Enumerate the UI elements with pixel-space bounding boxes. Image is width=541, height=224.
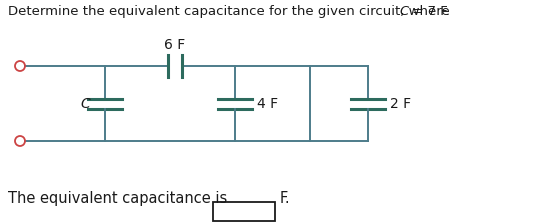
Text: = 7 F.: = 7 F. xyxy=(408,5,450,18)
Text: Determine the equivalent capacitance for the given circuit, where: Determine the equivalent capacitance for… xyxy=(8,5,454,18)
Text: F.: F. xyxy=(280,191,291,206)
Text: The equivalent capacitance is: The equivalent capacitance is xyxy=(8,191,227,206)
Text: 2 F: 2 F xyxy=(390,97,411,110)
FancyBboxPatch shape xyxy=(213,202,275,221)
Text: 4 F: 4 F xyxy=(257,97,278,110)
Text: C: C xyxy=(80,97,90,110)
Text: C: C xyxy=(399,5,408,18)
Text: 6 F: 6 F xyxy=(164,38,186,52)
